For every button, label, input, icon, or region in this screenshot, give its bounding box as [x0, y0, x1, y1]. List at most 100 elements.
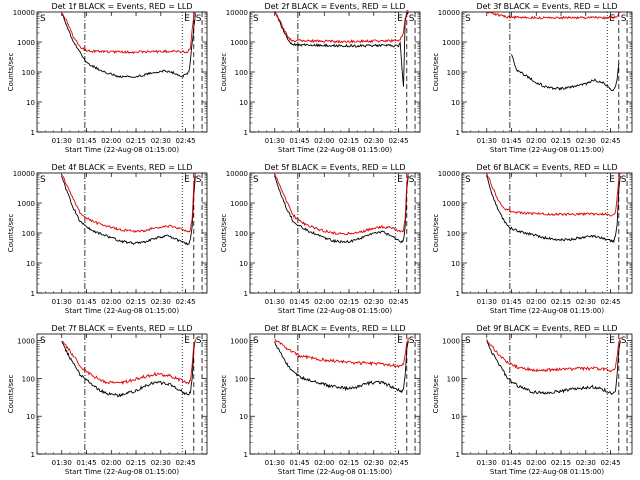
y-tick-label: 1 — [31, 451, 35, 459]
chart-panel-7: Det 7f BLACK = Events, RED = LLD 1 10 100 10… — [7, 324, 208, 476]
x-tick-label: 01:45 — [289, 298, 309, 306]
x-tick-label: 01:45 — [289, 137, 309, 145]
x-tick-label: 01:30 — [477, 459, 497, 467]
series-lld — [274, 173, 409, 236]
y-tick-label: 1000 — [442, 200, 460, 208]
x-axis-label: Start Time (22-Aug-08 01:15:00) — [65, 307, 179, 315]
chart-panel-5: Det 5f BLACK = Events, RED = LLD 1 10 100 10… — [220, 163, 421, 315]
y-tick-label: 1 — [456, 290, 460, 298]
y-tick-label: 1000 — [17, 39, 35, 47]
marker-s-right: S — [621, 14, 627, 24]
y-tick-label: 1 — [456, 451, 460, 459]
x-tick-label: 02:00 — [101, 459, 121, 467]
chart-title: Det 5f BLACK = Events, RED = LLD — [264, 163, 405, 172]
y-tick-label: 1000 — [17, 338, 35, 346]
x-axis-label: Start Time (22-Aug-08 01:15:00) — [278, 468, 392, 476]
chart-title: Det 7f BLACK = Events, RED = LLD — [51, 324, 192, 333]
x-tick-label: 02:15 — [339, 137, 359, 145]
marker-e-right: E — [397, 336, 403, 346]
marker-s-right: S — [409, 175, 415, 185]
x-tick-label: 02:15 — [339, 298, 359, 306]
series-events — [61, 13, 196, 79]
x-tick-label: 02:45 — [388, 459, 408, 467]
plot-frame — [461, 333, 633, 455]
y-tick-label: 10 — [26, 413, 35, 421]
x-tick-label: 02:45 — [600, 137, 620, 145]
plot-frame — [461, 172, 633, 294]
x-tick-label: 02:15 — [126, 459, 146, 467]
series-events — [486, 175, 621, 244]
series-events — [61, 175, 196, 246]
x-tick-label: 02:45 — [175, 298, 195, 306]
x-tick-label: 02:30 — [151, 298, 171, 306]
x-tick-label: 02:15 — [551, 137, 571, 145]
x-tick-label: 02:00 — [526, 137, 546, 145]
y-tick-label: 1 — [244, 451, 248, 459]
y-tick-label: 10000 — [226, 9, 248, 17]
x-tick-label: 02:00 — [314, 298, 334, 306]
x-tick-label: 02:45 — [388, 137, 408, 145]
y-tick-label: 1000 — [442, 338, 460, 346]
x-tick-label: 01:45 — [76, 298, 96, 306]
y-tick-label: 10 — [26, 260, 35, 268]
series-events — [511, 54, 620, 92]
y-tick-label: 1 — [244, 129, 248, 137]
chart-title: Det 8f BLACK = Events, RED = LLD — [264, 324, 405, 333]
series-events — [274, 175, 409, 244]
x-axis-label: Start Time (22-Aug-08 01:15:00) — [490, 307, 604, 315]
y-tick-label: 10 — [451, 413, 460, 421]
series-lld — [61, 339, 196, 385]
y-tick-label: 10000 — [13, 170, 35, 178]
x-tick-label: 02:15 — [126, 298, 146, 306]
series-events — [61, 340, 196, 398]
x-tick-label: 02:00 — [101, 137, 121, 145]
marker-s-left: S — [40, 14, 46, 24]
y-axis-label: Counts/sec — [220, 214, 228, 253]
y-tick-label: 1 — [31, 290, 35, 298]
marker-s-right: S — [409, 336, 415, 346]
y-tick-label: 100 — [235, 375, 248, 383]
y-tick-label: 10 — [451, 260, 460, 268]
x-axis-label: Start Time (22-Aug-08 01:15:00) — [278, 307, 392, 315]
y-tick-label: 10000 — [438, 170, 460, 178]
y-tick-label: 10 — [451, 99, 460, 107]
marker-e-right: E — [609, 175, 615, 185]
marker-s-left: S — [465, 336, 471, 346]
chart-title: Det 6f BLACK = Events, RED = LLD — [476, 163, 617, 172]
chart-panel-1: Det 1f BLACK = Events, RED = LLD 1 10 100 10… — [7, 2, 208, 154]
x-tick-label: 02:15 — [551, 459, 571, 467]
y-axis-label: Counts/sec — [220, 375, 228, 414]
x-tick-label: 02:30 — [151, 137, 171, 145]
x-tick-label: 01:30 — [52, 459, 72, 467]
x-tick-label: 01:45 — [76, 459, 96, 467]
y-tick-label: 10 — [239, 260, 248, 268]
series-lld — [61, 173, 196, 234]
marker-s-right: S — [621, 336, 627, 346]
y-tick-label: 100 — [447, 230, 460, 238]
marker-s-right: S — [409, 14, 415, 24]
chart-title: Det 4f BLACK = Events, RED = LLD — [51, 163, 192, 172]
y-axis-label: Counts/sec — [220, 53, 228, 92]
y-tick-label: 1000 — [230, 39, 248, 47]
x-tick-label: 02:00 — [101, 298, 121, 306]
plot-frame — [36, 333, 208, 455]
y-tick-label: 100 — [22, 69, 35, 77]
y-tick-label: 1000 — [17, 200, 35, 208]
x-tick-label: 02:15 — [551, 298, 571, 306]
marker-s-left: S — [465, 175, 471, 185]
x-tick-label: 02:45 — [600, 459, 620, 467]
y-tick-label: 100 — [235, 230, 248, 238]
series-lld — [486, 11, 621, 20]
series-lld — [486, 337, 621, 373]
y-tick-label: 10000 — [438, 9, 460, 17]
x-tick-label: 02:30 — [576, 459, 596, 467]
marker-s-right: S — [621, 175, 627, 185]
x-tick-label: 02:30 — [576, 137, 596, 145]
y-tick-label: 1 — [456, 129, 460, 137]
chart-title: Det 1f BLACK = Events, RED = LLD — [51, 2, 192, 11]
x-axis-label: Start Time (22-Aug-08 01:15:00) — [65, 468, 179, 476]
y-tick-label: 1000 — [230, 200, 248, 208]
marker-s-right: S — [196, 175, 202, 185]
chart-panel-6: Det 6f BLACK = Events, RED = LLD 1 10 100 10… — [432, 163, 633, 315]
